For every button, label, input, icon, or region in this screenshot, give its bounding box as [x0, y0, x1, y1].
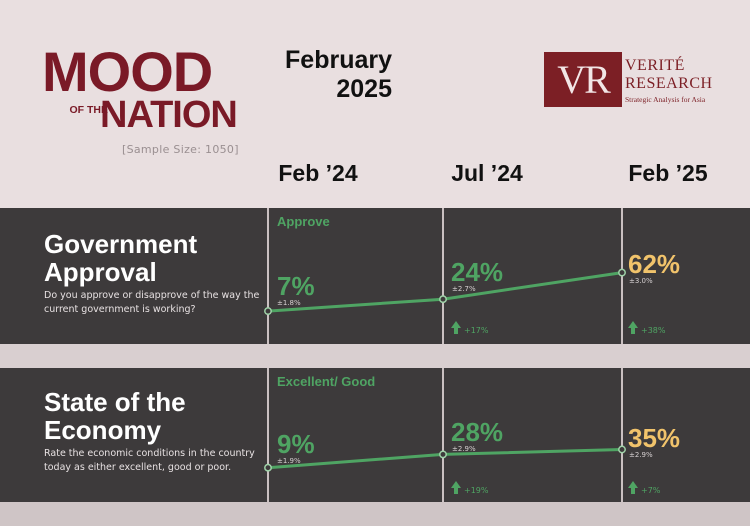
column-divider — [621, 208, 623, 344]
data-label-economy-jul24: 28% — [451, 417, 504, 447]
moe-approve-feb24: ±1.8% — [277, 299, 301, 307]
change-economy-jul24: +19% — [464, 486, 489, 495]
change-approve-jul24: +17% — [464, 326, 489, 335]
publisher-logo-mark: VR — [544, 52, 622, 107]
column-divider — [442, 208, 444, 344]
moe-approve-feb25: ±3.0% — [629, 277, 653, 285]
sample-size: [Sample Size: 1050] — [122, 143, 239, 156]
publisher-name: VERITÉ RESEARCH — [625, 57, 713, 93]
up-arrow-icon — [451, 481, 461, 494]
column-divider — [621, 368, 623, 502]
series-label-approve: Approve — [277, 214, 330, 229]
column-divider — [267, 208, 269, 344]
publisher-line1: VERITÉ — [625, 57, 685, 74]
section-question-state-of-economy: Rate the economic conditions in the coun… — [44, 448, 255, 473]
logo-mood: MOOD — [42, 40, 213, 103]
series-label-excellent-good: Excellent/ Good — [277, 374, 376, 389]
section-title-state-of-economy: State of the Economy — [44, 387, 186, 445]
column-header-1: Feb ’24 — [278, 160, 358, 186]
data-label-approve-jul24: 24% — [451, 257, 504, 287]
change-approve-feb25: +38% — [641, 326, 666, 335]
section-question-government-approval: Do you approve or disapprove of the way … — [44, 290, 260, 315]
moe-economy-feb24: ±1.9% — [277, 457, 301, 465]
publisher-tagline: Strategic Analysis for Asia — [625, 95, 706, 104]
publisher-line2: RESEARCH — [625, 75, 713, 92]
logo-of-the: OF THE — [69, 104, 109, 116]
report-year: 2025 — [336, 75, 392, 103]
up-arrow-icon — [628, 321, 638, 334]
up-arrow-icon — [451, 321, 461, 334]
section-title-government-approval: Government Approval — [44, 229, 198, 287]
moe-approve-jul24: ±2.7% — [452, 285, 476, 293]
column-header-3: Feb ’25 — [628, 160, 708, 186]
data-label-approve-feb24: 7% — [277, 271, 315, 301]
moe-economy-jul24: ±2.9% — [452, 445, 476, 453]
moe-economy-feb25: ±2.9% — [629, 451, 653, 459]
change-economy-feb25: +7% — [641, 486, 661, 495]
column-header-2: Jul ’24 — [451, 160, 523, 186]
data-label-approve-feb25: 62% — [628, 249, 681, 279]
footer-strip — [0, 502, 750, 526]
logo-nation: NATION — [100, 94, 238, 136]
panel-divider — [0, 344, 750, 368]
report-month: February — [285, 46, 392, 74]
data-label-economy-feb24: 9% — [277, 429, 315, 459]
data-label-economy-feb25: 35% — [628, 423, 681, 453]
column-divider — [442, 368, 444, 502]
up-arrow-icon — [628, 481, 638, 494]
panel-state-of-economy — [0, 368, 750, 502]
report-date: February 2025 — [260, 46, 392, 104]
column-divider — [267, 368, 269, 502]
